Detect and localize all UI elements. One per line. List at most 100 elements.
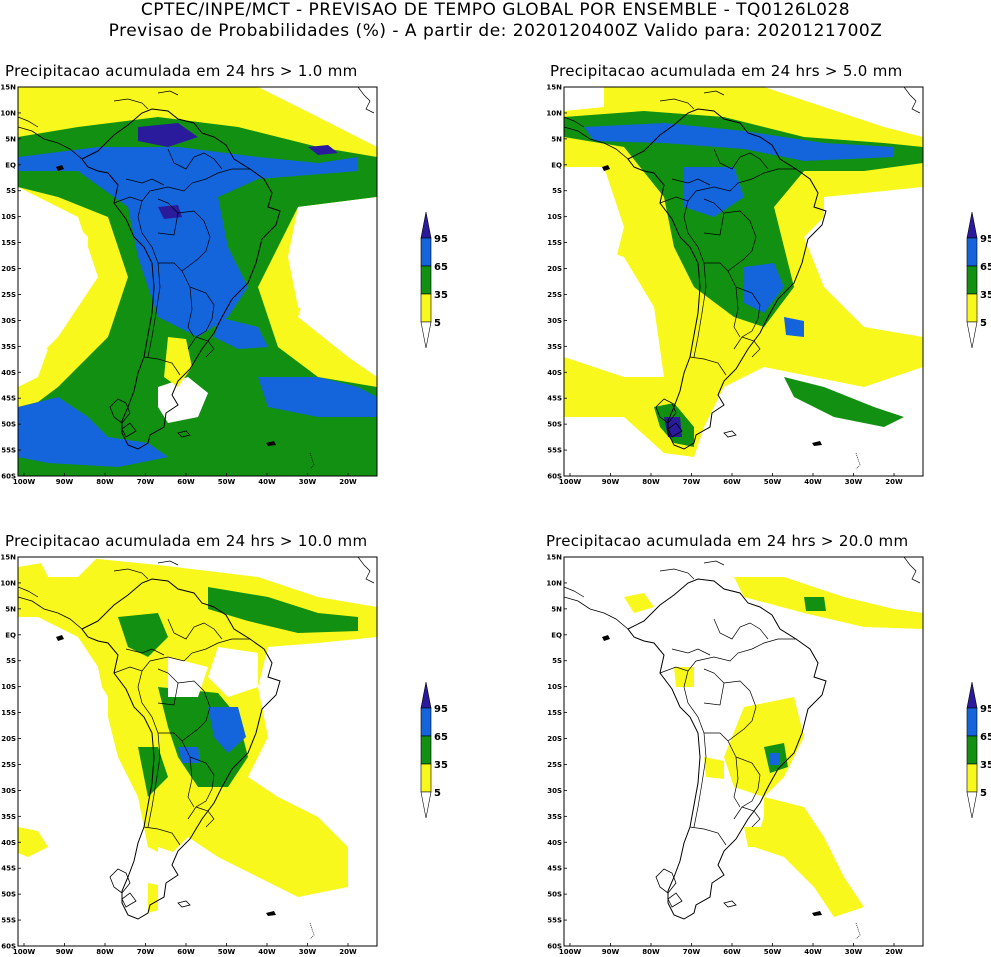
lon-tick-label: 80W <box>642 948 660 956</box>
lat-tick-label: 15N <box>0 84 16 92</box>
lat-tick-label: 60S <box>547 473 562 481</box>
lon-tick-label: 40W <box>258 478 276 486</box>
legend-label: 35 <box>434 290 448 301</box>
lon-tick-label: 60W <box>723 478 741 486</box>
lat-tick-label: 55S <box>1 447 16 455</box>
lat-tick-label: 50S <box>547 421 562 429</box>
lat-tick-label: 50S <box>547 891 562 899</box>
lat-tick-label: 15N <box>546 84 562 92</box>
lon-tick-label: 70W <box>137 948 155 956</box>
lat-tick-label: 55S <box>547 447 562 455</box>
lon-tick-label: 80W <box>96 478 114 486</box>
lat-tick-label: EQ <box>5 161 16 169</box>
lat-tick-label: 15N <box>546 554 562 562</box>
lat-tick-label: 45S <box>547 395 562 403</box>
legend-swatch <box>420 265 432 295</box>
lat-tick-label: 40S <box>547 839 562 847</box>
lon-tick-label: 40W <box>804 948 822 956</box>
lat-tick-label: EQ <box>551 631 562 639</box>
lon-tick-label: 30W <box>845 478 863 486</box>
lat-tick-label: 10N <box>546 109 562 117</box>
panel-1-title: Precipitacao acumulada em 24 hrs > 1.0 m… <box>5 62 358 80</box>
lon-tick-label: 50W <box>218 478 236 486</box>
lon-tick-label: 80W <box>96 948 114 956</box>
legend-label: 35 <box>434 760 448 771</box>
lat-tick-label: 50S <box>1 421 16 429</box>
lon-tick-label: 70W <box>683 948 701 956</box>
lon-tick-label: 50W <box>764 948 782 956</box>
lon-tick-label: 80W <box>642 478 660 486</box>
lon-tick-label: 20W <box>885 478 903 486</box>
lat-tick-label: 25S <box>547 761 562 769</box>
legend-swatch-95plus <box>420 681 432 709</box>
lat-tick-label: 5S <box>552 657 562 665</box>
lat-tick-label: 10S <box>547 683 562 691</box>
legend-label: 65 <box>980 732 991 743</box>
lon-tick-label: 100W <box>559 478 582 486</box>
legend-label: 95 <box>434 704 448 715</box>
lat-tick-label: 5N <box>551 605 562 613</box>
subtitle: Previsao de Probabilidades (%) - A parti… <box>108 21 883 41</box>
panel-4-title: Precipitacao acumulada em 24 hrs > 20.0 … <box>546 532 909 550</box>
legend-swatch-95plus <box>966 211 978 239</box>
legend-label: 95 <box>980 704 991 715</box>
lat-tick-label: 10N <box>546 579 562 587</box>
legend-swatch-below5 <box>966 321 978 349</box>
lon-tick-label: 90W <box>56 478 74 486</box>
lat-tick-label: 5N <box>5 135 16 143</box>
legend-label: 35 <box>980 760 991 771</box>
legend-swatch <box>420 763 432 793</box>
legend-swatch <box>966 265 978 295</box>
legend-swatch <box>420 707 432 737</box>
lat-tick-label: 60S <box>1 943 16 951</box>
lon-tick-label: 50W <box>218 948 236 956</box>
lat-tick-label: 60S <box>547 943 562 951</box>
lat-tick-label: 30S <box>1 787 16 795</box>
panel-2-title: Precipitacao acumulada em 24 hrs > 5.0 m… <box>550 62 903 80</box>
lat-tick-label: 5N <box>5 605 16 613</box>
lon-tick-label: 50W <box>764 478 782 486</box>
lat-tick-label: EQ <box>551 161 562 169</box>
lat-tick-label: 15N <box>0 554 16 562</box>
lat-tick-label: 15S <box>547 709 562 717</box>
lon-tick-label: 20W <box>885 948 903 956</box>
lat-tick-label: 55S <box>1 917 16 925</box>
color-legend: 95 65 35 5 <box>966 211 991 349</box>
lat-tick-label: 45S <box>547 865 562 873</box>
panel-1-map <box>18 87 377 476</box>
lat-tick-label: 30S <box>1 317 16 325</box>
lat-tick-label: 10S <box>1 683 16 691</box>
lat-tick-label: 10N <box>0 579 16 587</box>
legend-label: 95 <box>980 234 991 245</box>
legend-label: 5 <box>980 788 987 799</box>
lat-tick-label: 35S <box>1 343 16 351</box>
legend-swatch-95plus <box>420 211 432 239</box>
legend-swatch <box>420 293 432 323</box>
lon-tick-label: 20W <box>339 948 357 956</box>
lon-tick-label: 90W <box>602 948 620 956</box>
legend-label: 65 <box>434 732 448 743</box>
lat-tick-label: 55S <box>547 917 562 925</box>
lat-tick-label: 20S <box>1 265 16 273</box>
lat-tick-label: 5S <box>6 657 16 665</box>
lon-tick-label: 60W <box>723 948 741 956</box>
lat-tick-label: 40S <box>1 369 16 377</box>
panel-4-map <box>564 557 923 946</box>
lon-tick-label: 30W <box>845 948 863 956</box>
lat-tick-label: 15S <box>1 709 16 717</box>
axis-ticks: 15N 10N 5N EQ 5S 10S 15S 20S 25S 30S 35S 40S 45S 50S 5… <box>0 84 903 957</box>
lon-tick-label: 40W <box>258 948 276 956</box>
lat-tick-label: 5S <box>552 187 562 195</box>
lat-tick-label: 5N <box>551 135 562 143</box>
lat-tick-label: 25S <box>1 761 16 769</box>
legend-swatch <box>966 293 978 323</box>
legend-label: 5 <box>434 318 441 329</box>
lon-tick-label: 90W <box>602 478 620 486</box>
lon-tick-label: 60W <box>177 948 195 956</box>
lat-tick-label: 30S <box>547 317 562 325</box>
lon-tick-label: 60W <box>177 478 195 486</box>
legend-label: 5 <box>980 318 987 329</box>
lat-tick-label: 35S <box>547 343 562 351</box>
color-legend: 95 65 35 5 <box>420 211 448 349</box>
